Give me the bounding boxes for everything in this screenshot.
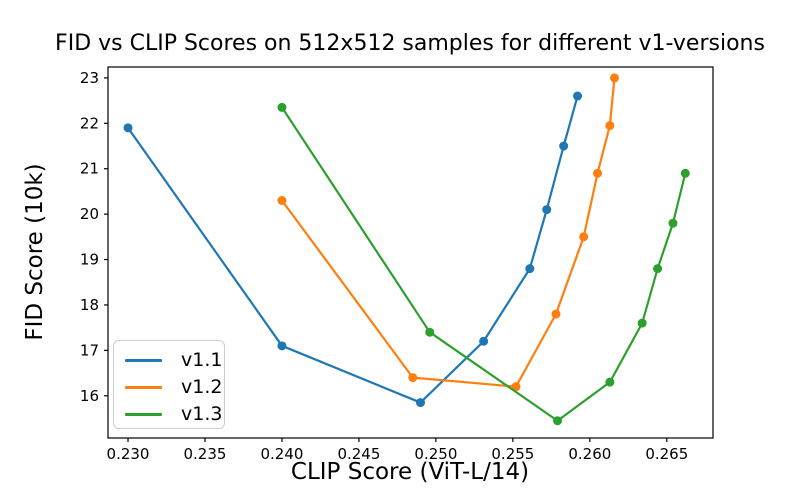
- x-tick-label: 0.265: [645, 445, 688, 463]
- data-point-v1.2: [609, 73, 619, 83]
- legend-item-v1.2: v1.2: [125, 374, 224, 400]
- x-tick-label: 0.235: [184, 445, 227, 463]
- y-tick-label: 21: [80, 160, 99, 178]
- y-axis-label: FID Score (10k): [22, 163, 48, 341]
- x-tick-label: 0.260: [568, 445, 611, 463]
- data-point-v1.3: [277, 102, 287, 112]
- data-point-v1.3: [680, 168, 690, 178]
- data-point-v1.3: [653, 264, 663, 274]
- x-axis-label: CLIP Score (ViT-L/14): [290, 459, 530, 485]
- data-point-v1.2: [408, 373, 418, 383]
- legend-line-sample: [125, 412, 162, 416]
- data-point-v1.2: [579, 232, 589, 242]
- data-point-v1.1: [573, 91, 583, 101]
- y-tick-label: 20: [80, 205, 99, 223]
- data-point-v1.1: [559, 141, 569, 151]
- data-point-v1.3: [605, 377, 615, 387]
- x-tick-label: 0.245: [337, 445, 380, 463]
- data-point-v1.2: [593, 168, 603, 178]
- data-point-v1.3: [668, 218, 678, 228]
- data-point-v1.2: [605, 121, 615, 131]
- data-point-v1.2: [277, 196, 287, 206]
- data-point-v1.3: [553, 416, 563, 426]
- y-tick-label: 16: [80, 387, 99, 405]
- data-point-v1.3: [637, 318, 647, 328]
- y-tick-label: 18: [80, 296, 99, 314]
- legend-label: v1.3: [181, 402, 223, 425]
- data-point-v1.1: [123, 123, 133, 133]
- legend-line-sample: [125, 358, 162, 362]
- data-point-v1.1: [416, 398, 426, 408]
- legend-item-v1.1: v1.1: [125, 347, 224, 373]
- series-line-v1.2: [280, 76, 616, 388]
- legend-line-sample: [125, 385, 162, 389]
- x-tick-label: 0.255: [491, 445, 534, 463]
- x-tick-label: 0.230: [107, 445, 150, 463]
- chart-title: FID vs CLIP Scores on 512x512 samples fo…: [55, 31, 765, 56]
- legend-label: v1.1: [181, 348, 223, 371]
- series-line-v1.1: [126, 94, 579, 404]
- legend-item-v1.3: v1.3: [125, 401, 224, 427]
- x-tick-label: 0.240: [260, 445, 303, 463]
- data-point-v1.2: [511, 382, 521, 392]
- data-point-v1.3: [425, 327, 435, 337]
- data-point-v1.1: [479, 336, 489, 346]
- y-tick-label: 23: [80, 69, 99, 87]
- data-point-v1.1: [525, 264, 535, 274]
- y-tick-label: 19: [80, 251, 99, 269]
- y-tick-label: 22: [80, 114, 99, 132]
- legend-label: v1.2: [181, 375, 223, 398]
- y-tick-label: 17: [80, 341, 99, 359]
- series-line-v1.3: [280, 106, 687, 422]
- x-tick-label: 0.250: [414, 445, 457, 463]
- data-point-v1.2: [551, 309, 561, 319]
- data-point-v1.1: [542, 205, 552, 215]
- data-point-v1.1: [277, 341, 287, 351]
- axes-frame: [107, 66, 714, 439]
- legend: v1.1 v1.2 v1.3: [113, 340, 225, 429]
